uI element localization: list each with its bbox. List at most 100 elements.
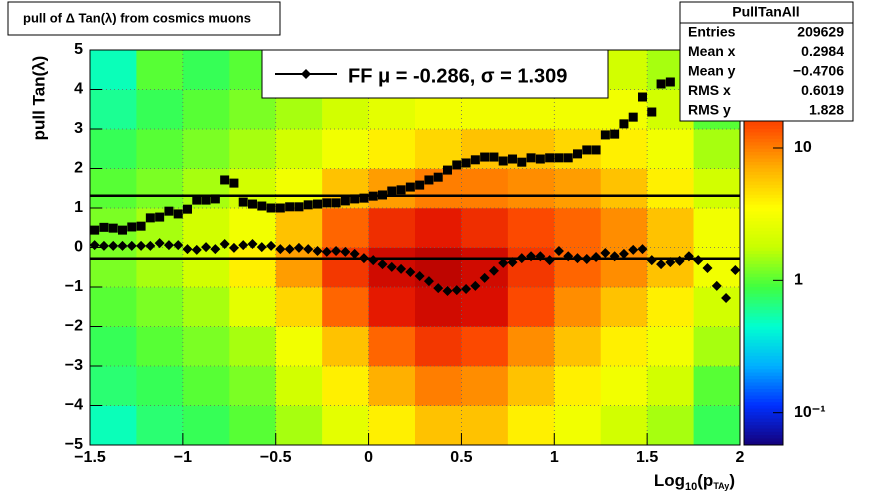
diamond-marker bbox=[303, 244, 314, 255]
chart-title: pull of Δ Tan(λ) from cosmics muons bbox=[23, 10, 251, 25]
heatmap-cell bbox=[90, 405, 137, 446]
colorbar-slice bbox=[744, 382, 783, 387]
heatmap-cell bbox=[554, 405, 602, 446]
colorbar-slice bbox=[744, 319, 783, 324]
heatmap-cell bbox=[507, 287, 555, 327]
diamond-marker bbox=[628, 244, 639, 255]
stats-value: 1.828 bbox=[809, 102, 844, 118]
x-label-part: Log bbox=[654, 471, 685, 490]
colorbar-slice bbox=[744, 310, 783, 314]
colorbar-slice bbox=[744, 392, 783, 397]
colorbar-slice bbox=[744, 428, 783, 433]
y-tick-label: 2 bbox=[74, 160, 83, 177]
square-marker bbox=[257, 201, 267, 211]
diamond-marker bbox=[312, 246, 323, 257]
square-marker bbox=[443, 165, 452, 175]
diamond-marker bbox=[711, 280, 722, 291]
colorbar-slice bbox=[744, 290, 783, 295]
diamond-marker bbox=[368, 255, 379, 266]
heatmap-cell bbox=[136, 326, 184, 367]
colorbar-slice bbox=[744, 234, 783, 239]
heatmap-cell bbox=[554, 168, 602, 209]
square-marker bbox=[647, 107, 657, 117]
heatmap-cell bbox=[600, 366, 648, 406]
square-marker bbox=[99, 222, 109, 232]
diamond-marker bbox=[488, 265, 499, 276]
colorbar-slice bbox=[744, 415, 783, 420]
square-marker bbox=[303, 200, 313, 210]
heatmap-cell bbox=[415, 366, 462, 406]
colorbar-slice bbox=[744, 227, 783, 232]
colorbar-slice bbox=[744, 221, 783, 225]
heatmap-cell bbox=[647, 366, 694, 406]
heatmap-cell bbox=[275, 287, 323, 327]
heatmap-cell bbox=[322, 287, 369, 327]
square-marker bbox=[90, 225, 100, 235]
diamond-marker bbox=[656, 259, 667, 270]
diamond-marker bbox=[136, 240, 147, 251]
square-marker bbox=[127, 222, 137, 232]
diamond-marker bbox=[275, 244, 286, 255]
colorbar-slice bbox=[744, 148, 783, 153]
colorbar-slice bbox=[744, 296, 783, 301]
diamond-marker bbox=[228, 242, 239, 253]
colorbar-slice bbox=[744, 306, 783, 311]
colorbar-slice bbox=[744, 142, 783, 146]
square-marker bbox=[340, 196, 350, 206]
heatmap-cell bbox=[600, 326, 648, 367]
diamond-marker bbox=[535, 251, 546, 262]
heatmap-cell bbox=[136, 168, 184, 209]
diamond-marker bbox=[173, 240, 184, 251]
x-tick-label: 0.5 bbox=[450, 449, 472, 466]
colorbar-slice bbox=[744, 326, 783, 331]
colorbar-slice bbox=[744, 165, 783, 169]
colorbar-slice bbox=[744, 435, 783, 439]
diamond-marker bbox=[247, 238, 258, 249]
square-marker bbox=[433, 172, 443, 182]
colorbar-slice bbox=[744, 359, 783, 364]
colorbar-slice bbox=[744, 395, 783, 400]
square-marker bbox=[155, 212, 165, 222]
heatmap-cell bbox=[693, 405, 741, 446]
x-tick-label: 2 bbox=[736, 449, 745, 466]
square-marker bbox=[210, 194, 220, 204]
heatmap-cell bbox=[647, 208, 694, 248]
heatmap-cell bbox=[182, 326, 230, 367]
square-marker bbox=[275, 203, 285, 213]
colorbar-slice bbox=[744, 346, 783, 351]
diamond-marker bbox=[563, 251, 574, 262]
heatmap-cell bbox=[90, 247, 137, 288]
diamond-marker bbox=[349, 248, 360, 259]
diamond-marker bbox=[414, 270, 425, 281]
y-axis-label: pull Tan(λ) bbox=[29, 56, 48, 141]
legend: FF μ = -0.286, σ = 1.309 bbox=[261, 49, 609, 99]
diamond-marker bbox=[154, 238, 165, 249]
heatmap-cell bbox=[182, 50, 230, 90]
heatmap-cell bbox=[415, 326, 462, 367]
heatmap-cell bbox=[600, 168, 648, 209]
heatmap-cell bbox=[182, 89, 230, 130]
heatmap-cell bbox=[182, 287, 230, 327]
colorbar-slice bbox=[744, 280, 783, 285]
colorbar-slice bbox=[744, 421, 783, 426]
square-marker bbox=[201, 195, 211, 205]
diamond-marker bbox=[693, 255, 704, 266]
heatmap-cell bbox=[693, 287, 741, 327]
colorbar-slice bbox=[744, 178, 783, 183]
heatmap-cell bbox=[693, 366, 741, 406]
square-marker bbox=[610, 129, 620, 139]
heatmap-cell bbox=[415, 208, 462, 248]
heatmap-cell bbox=[368, 326, 416, 367]
square-marker bbox=[489, 152, 499, 162]
heatmap-cell bbox=[461, 326, 509, 367]
y-tick-label: 4 bbox=[74, 81, 83, 98]
colorbar-slice bbox=[744, 135, 783, 140]
square-marker bbox=[285, 202, 295, 212]
diamond-marker bbox=[284, 244, 295, 255]
heatmap-cell bbox=[322, 208, 369, 248]
square-marker bbox=[415, 180, 425, 190]
heatmap-cell bbox=[600, 208, 648, 248]
colorbar-slice bbox=[744, 352, 783, 357]
diamond-marker bbox=[544, 255, 555, 266]
diamond-marker bbox=[145, 240, 156, 251]
